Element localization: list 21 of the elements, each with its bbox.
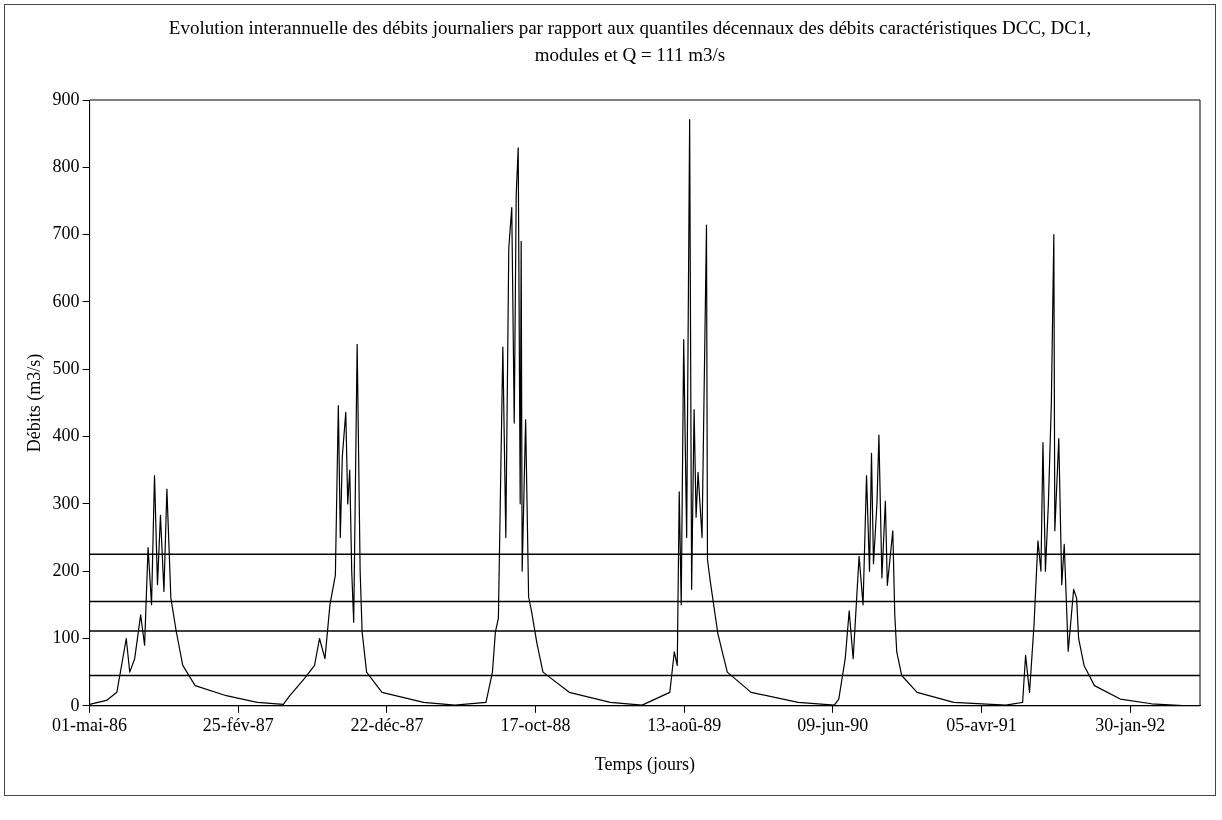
x-tick-label: 25-fév-87: [202, 715, 274, 736]
y-tick-label: 700: [52, 223, 80, 244]
x-axis-title: Temps (jours): [594, 753, 695, 775]
x-tick-label: 05-avr-91: [946, 715, 1017, 736]
y-tick-label: 200: [52, 559, 80, 580]
x-tick-label: 17-oct-88: [500, 715, 571, 736]
y-tick-label: 600: [52, 290, 80, 311]
x-tick-label: 30-jan-92: [1095, 715, 1166, 736]
y-tick-label: 100: [52, 627, 80, 648]
y-tick-label: 800: [52, 156, 80, 177]
chart-title: Evolution interannuelle des débits journaliers par rapport aux quantiles décennaux des débits caractéristiques DCC, DC1, modules et Q = 111 m3/s: [167, 16, 1093, 67]
x-tick-label: 09-jun-90: [797, 715, 869, 736]
x-tick-label: 22-déc-87: [350, 715, 424, 736]
y-tick-label: 900: [52, 88, 80, 109]
y-tick-label: 300: [52, 492, 80, 513]
y-tick-label: 0: [70, 694, 80, 715]
x-tick-label: 13-aoû-89: [647, 715, 722, 736]
y-tick-label: 400: [52, 425, 80, 446]
y-axis-title: Débits (m3/s): [23, 353, 45, 453]
x-tick-label: 01-mai-86: [52, 715, 128, 736]
y-tick-label: 500: [52, 357, 80, 378]
